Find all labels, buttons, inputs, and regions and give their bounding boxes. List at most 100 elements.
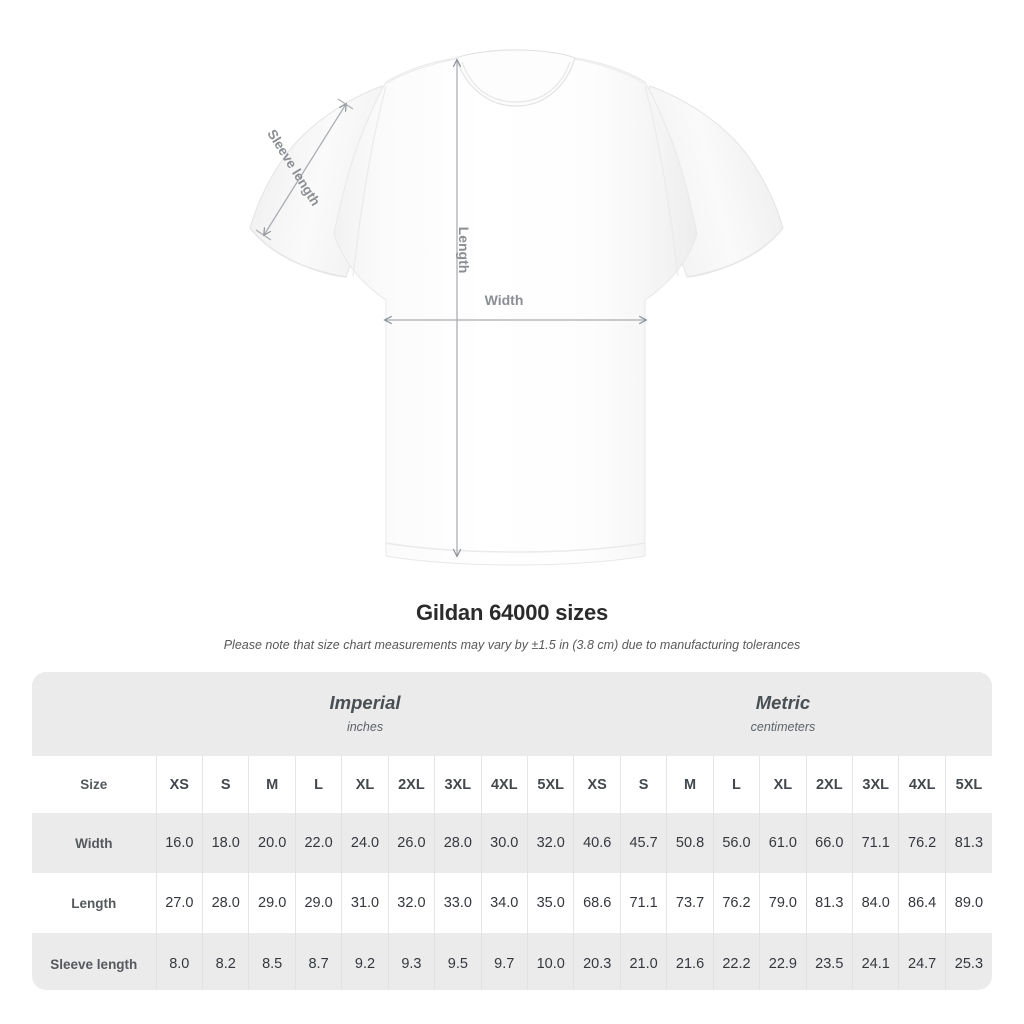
table-cell: 21.6: [666, 933, 714, 990]
table-cell: 20.3: [573, 933, 621, 990]
size-header-cell: L: [712, 756, 760, 813]
table-cell: 9.5: [434, 933, 482, 990]
table-cell: 8.7: [294, 933, 342, 990]
size-header-cell: 3XL: [434, 756, 482, 813]
table-cell: 81.3: [805, 873, 853, 933]
size-header-cell: 3XL: [851, 756, 899, 813]
table-cell: 79.0: [759, 873, 807, 933]
size-header-cell: XL: [341, 756, 389, 813]
size-header-row: Size XS S M L XL 2XL 3XL 4XL 5XL XS S M …: [32, 756, 992, 813]
table-cell: 9.3: [387, 933, 435, 990]
table-cell: 8.5: [248, 933, 296, 990]
table-cell: 35.0: [526, 873, 574, 933]
table-cell: 33.0: [434, 873, 482, 933]
unit-group-metric: Metric centimeters: [573, 672, 992, 756]
table-cell: 45.7: [619, 813, 667, 873]
table-row: Width 16.0 18.0 20.0 22.0 24.0 26.0 28.0…: [32, 813, 992, 873]
table-cell: 73.7: [666, 873, 714, 933]
size-header-cell: 4XL: [480, 756, 528, 813]
table-row: Length 27.0 28.0 29.0 29.0 31.0 32.0 33.…: [32, 873, 992, 933]
size-header-cell: L: [294, 756, 342, 813]
table-cell: 66.0: [805, 813, 853, 873]
size-header-cell: XL: [759, 756, 807, 813]
table-cell: 32.0: [526, 813, 574, 873]
table-cell: 32.0: [387, 873, 435, 933]
row-label: Width: [32, 813, 157, 873]
table-cell: 71.1: [851, 813, 899, 873]
table-cell: 89.0: [944, 873, 992, 933]
unit-group-metric-sub: centimeters: [750, 720, 816, 734]
table-cell: 10.0: [526, 933, 574, 990]
size-header-cell: M: [248, 756, 296, 813]
table-cell: 9.7: [480, 933, 528, 990]
sleeve-tick-top: [337, 98, 354, 110]
table-cell: 27.0: [155, 873, 203, 933]
table-cell: 76.2: [712, 873, 760, 933]
left-armhole-seam: [352, 85, 387, 277]
right-armhole-seam: [644, 85, 679, 277]
table-row: Sleeve length 8.0 8.2 8.5 8.7 9.2 9.3 9.…: [32, 933, 992, 990]
table-cell: 61.0: [759, 813, 807, 873]
table-cell: 22.9: [759, 933, 807, 990]
size-header-cell: XS: [573, 756, 621, 813]
page-title: Gildan 64000 sizes: [415, 600, 609, 625]
right-sleeve-hem: [686, 227, 784, 278]
table-cell: 24.7: [898, 933, 946, 990]
table-cell: 24.0: [341, 813, 389, 873]
tshirt-diagram: Length Width Sleeve length: [249, 49, 784, 566]
table-cell: 24.1: [851, 933, 899, 990]
left-shoulder-seam: [386, 58, 457, 84]
sleeve-length-arrow: [264, 104, 346, 235]
table-cell: 8.0: [155, 933, 203, 990]
table-cell: 25.3: [944, 933, 992, 990]
table-cell: 68.6: [573, 873, 621, 933]
table-cell: 22.2: [712, 933, 760, 990]
table-cell: 28.0: [434, 813, 482, 873]
table-cell: 9.2: [341, 933, 389, 990]
table-cell: 28.0: [202, 873, 249, 933]
table-cell: 31.0: [341, 873, 389, 933]
table-cell: 40.6: [573, 813, 621, 873]
size-header-cell: 5XL: [526, 756, 574, 813]
size-header-cell: M: [666, 756, 714, 813]
table-cell: 56.0: [712, 813, 760, 873]
table-cell: 23.5: [805, 933, 853, 990]
table-cell: 22.0: [294, 813, 342, 873]
table-cell: 81.3: [944, 813, 992, 873]
unit-blank-cell: [32, 672, 157, 756]
table-cell: 29.0: [248, 873, 296, 933]
size-header-cell: 2XL: [805, 756, 853, 813]
table-cell: 16.0: [155, 813, 203, 873]
shirt-body: [333, 57, 698, 566]
size-chart-table-container: Imperial inches Metric centimeters Size …: [32, 672, 992, 990]
table-cell: 30.0: [480, 813, 528, 873]
left-sleeve-hem: [249, 227, 347, 278]
table-cell: 76.2: [898, 813, 946, 873]
size-header-cell: S: [202, 756, 249, 813]
unit-group-imperial-name: Imperial: [329, 692, 401, 713]
unit-group-imperial: Imperial inches: [156, 672, 574, 756]
size-chart-table: Imperial inches Metric centimeters Size …: [32, 672, 992, 990]
size-header-cell: 4XL: [898, 756, 946, 813]
unit-group-row: Imperial inches Metric centimeters: [32, 672, 992, 756]
table-cell: 34.0: [480, 873, 528, 933]
size-header-label: Size: [32, 756, 157, 813]
page-subtitle: Please note that size chart measurements…: [223, 638, 801, 652]
size-header-cell: XS: [155, 756, 203, 813]
tshirt-illustration: Length Width Sleeve length: [249, 49, 784, 566]
size-header-cell: 2XL: [387, 756, 435, 813]
sleeve-tick-bottom: [255, 229, 272, 241]
collar: [455, 49, 576, 107]
row-label: Sleeve length: [32, 933, 157, 990]
table-cell: 86.4: [898, 873, 946, 933]
length-label: Length: [456, 227, 472, 274]
table-cell: 18.0: [202, 813, 249, 873]
size-header-cell: S: [619, 756, 667, 813]
table-cell: 26.0: [387, 813, 435, 873]
width-label: Width: [485, 292, 524, 308]
table-cell: 71.1: [619, 873, 667, 933]
size-header-cell: 5XL: [944, 756, 992, 813]
table-cell: 50.8: [666, 813, 714, 873]
title-block: Gildan 64000 sizes Please note that size…: [0, 598, 1024, 655]
row-label: Length: [32, 873, 157, 933]
